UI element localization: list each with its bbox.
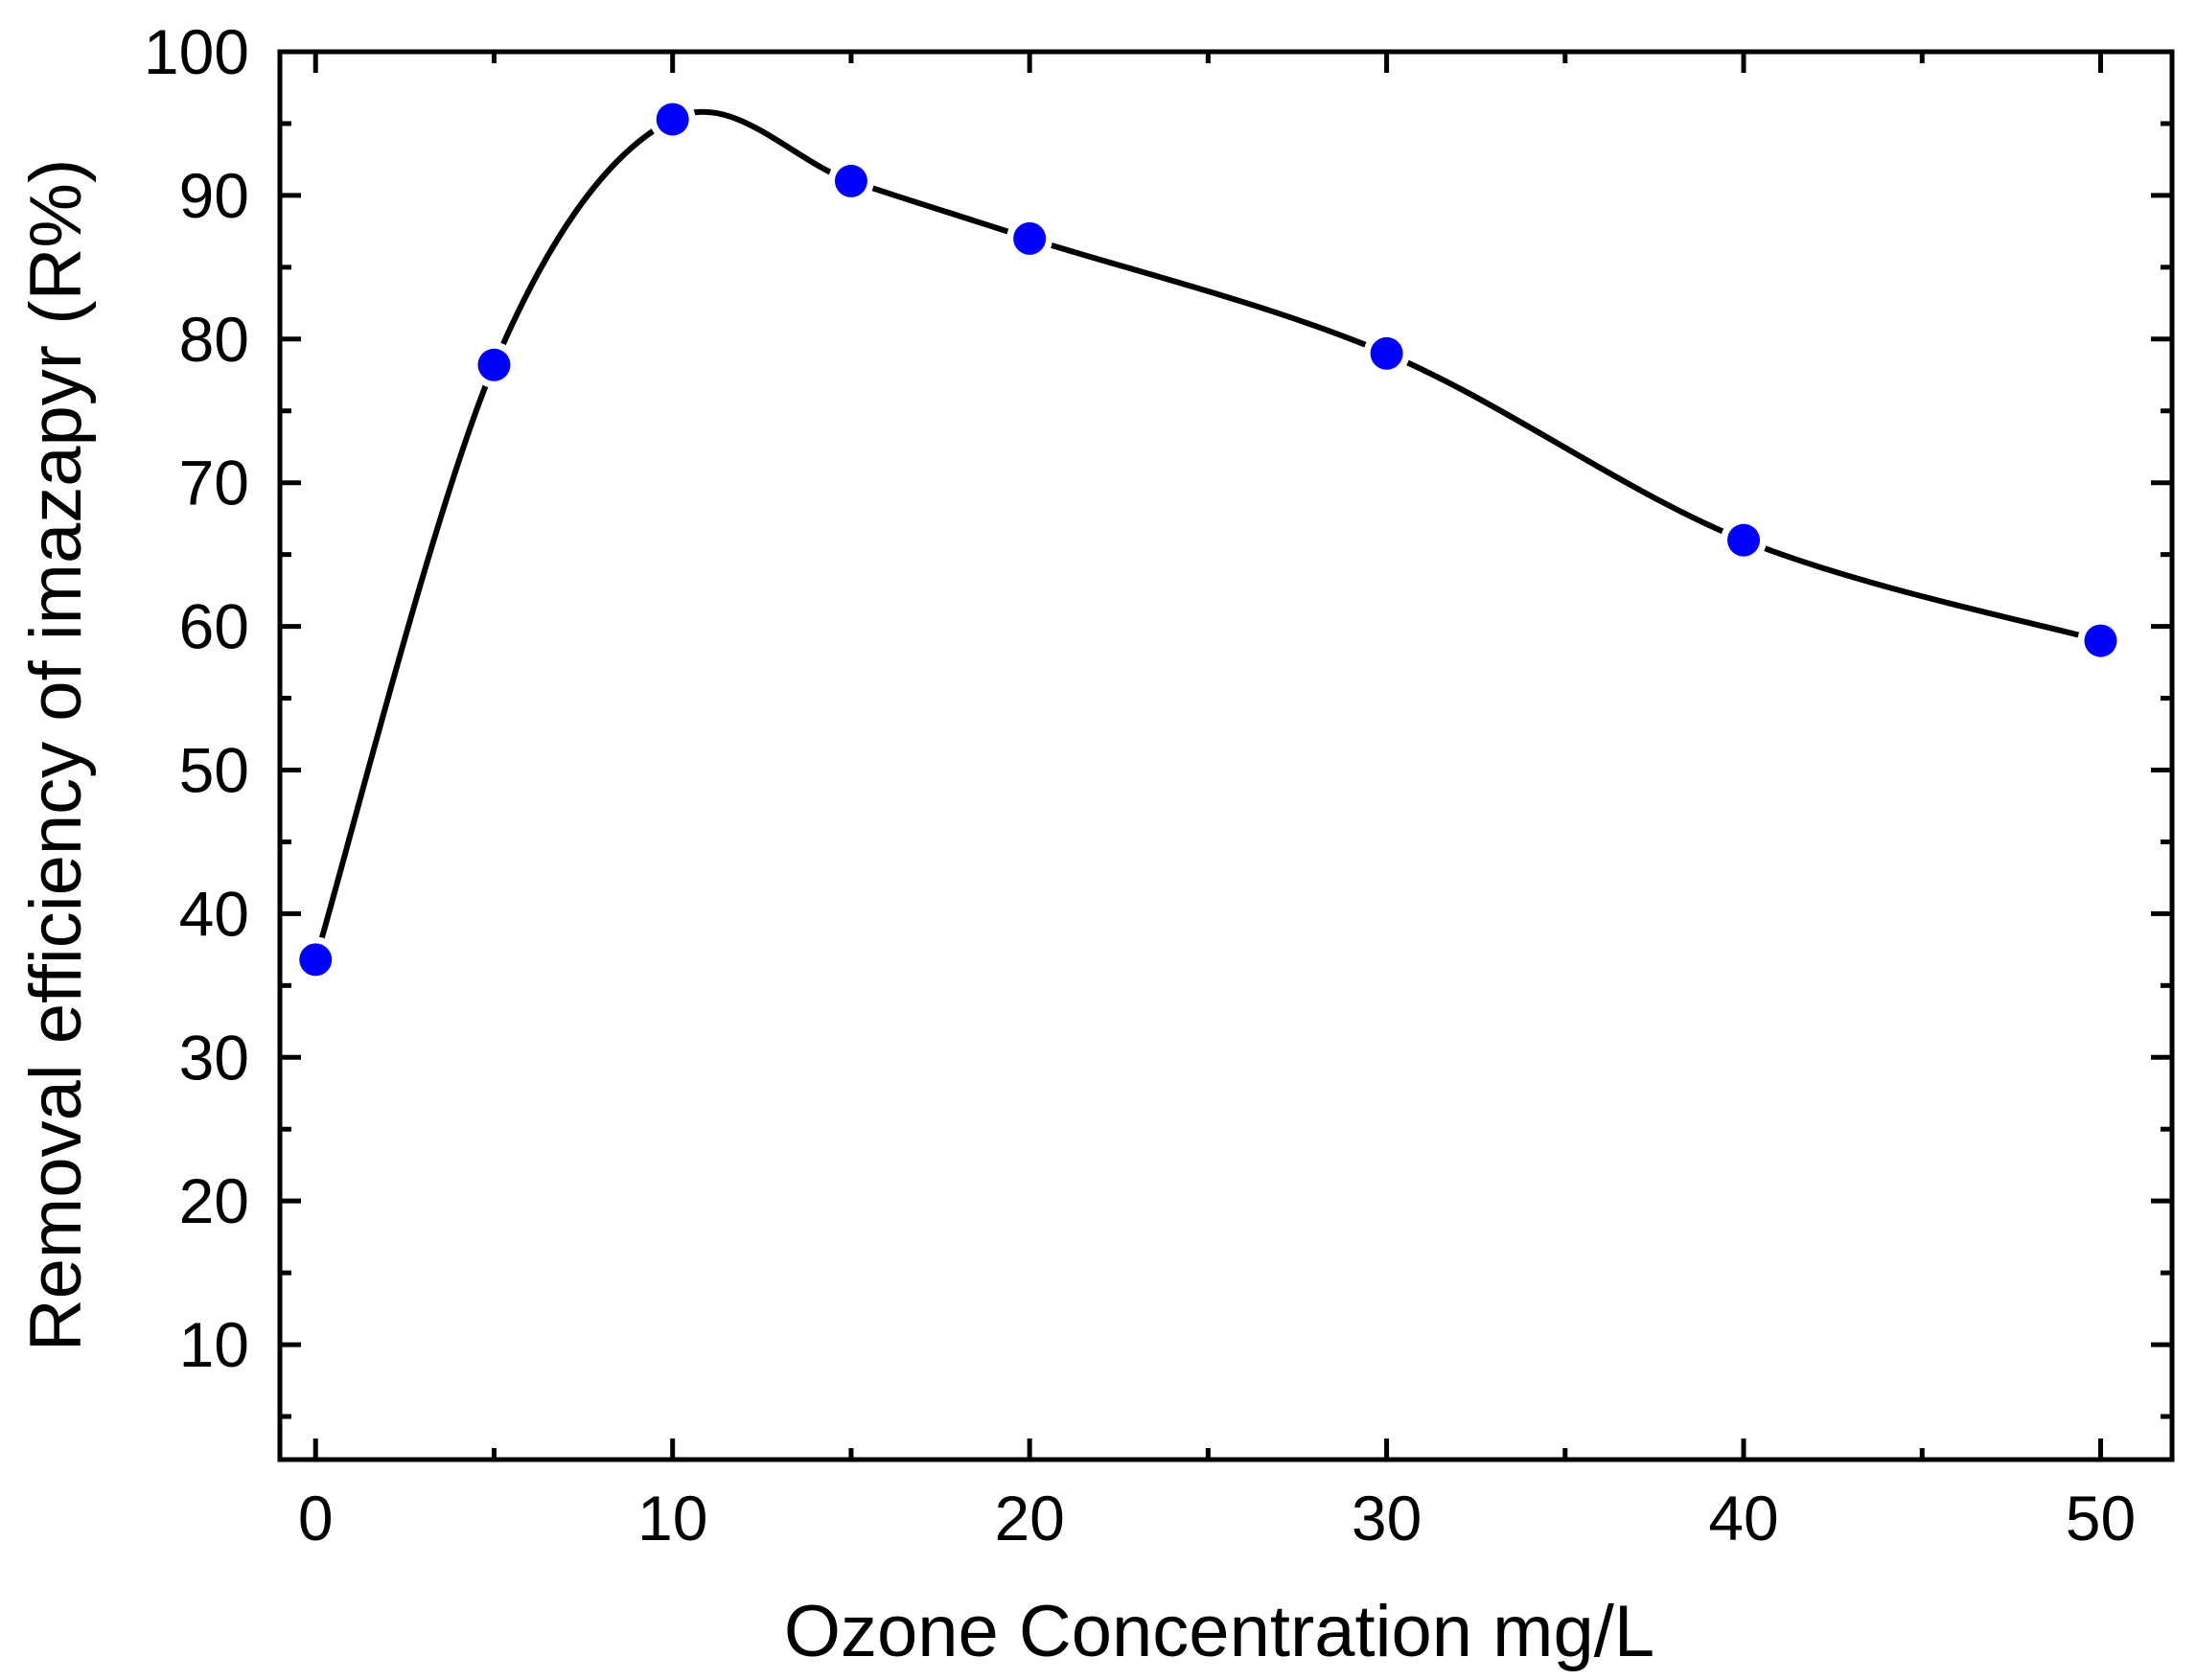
- x-tick-label: 50: [2066, 1483, 2136, 1553]
- data-point: [1013, 221, 1047, 255]
- y-tick-label: 40: [179, 878, 249, 949]
- data-point: [299, 943, 333, 977]
- plot-frame: [277, 49, 2175, 1462]
- series-curve: [312, 108, 2102, 961]
- y-tick-label: 30: [179, 1022, 249, 1093]
- x-axis-title: Ozone Concentration mg/L: [784, 1591, 1654, 1672]
- data-point: [656, 103, 689, 136]
- y-axis-title: Removal efficiency of imazapyr (R%): [15, 159, 97, 1352]
- curve-layer: [312, 108, 2102, 961]
- data-point: [1370, 336, 1403, 370]
- data-point: [2084, 624, 2117, 657]
- tick-labels-layer: 0 10 20 30 40 50 10 20 30 40 50 60 70 80 90 100: [144, 16, 2136, 1553]
- y-tick-label: 60: [179, 591, 249, 662]
- x-tick-label: 10: [637, 1483, 707, 1553]
- x-tick-label: 30: [1352, 1483, 1422, 1553]
- x-tick-label: 0: [298, 1483, 334, 1553]
- x-tick-label: 20: [994, 1483, 1064, 1553]
- ticks-layer: [280, 49, 2172, 1460]
- y-tick-label: 90: [179, 160, 249, 231]
- y-tick-label: 80: [179, 304, 249, 375]
- data-point: [477, 348, 511, 381]
- data-point: [1727, 523, 1761, 557]
- plot-frame-layer: [277, 49, 2175, 1462]
- y-tick-label: 100: [144, 16, 249, 87]
- y-tick-label: 10: [179, 1309, 249, 1380]
- y-tick-label: 50: [179, 734, 249, 805]
- points-layer: [292, 96, 2124, 983]
- y-tick-label: 20: [179, 1165, 249, 1236]
- x-tick-label: 40: [1708, 1483, 1778, 1553]
- data-point: [834, 164, 867, 197]
- y-tick-label: 70: [179, 448, 249, 518]
